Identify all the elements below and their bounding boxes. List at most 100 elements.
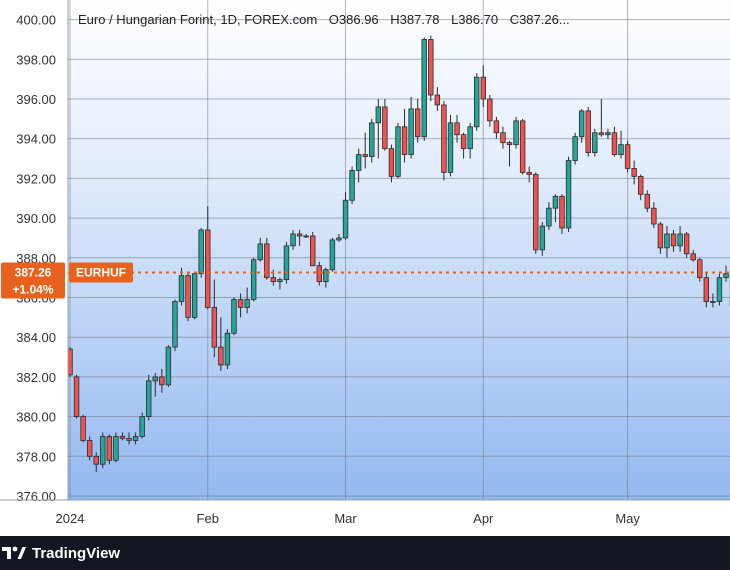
candle[interactable] [382, 99, 388, 151]
candle[interactable] [546, 202, 552, 231]
candle[interactable] [651, 202, 657, 229]
candle[interactable] [388, 144, 395, 183]
candle[interactable] [237, 293, 244, 318]
candle[interactable] [598, 99, 605, 137]
candle[interactable] [408, 97, 414, 159]
candle[interactable] [80, 414, 86, 443]
candle[interactable] [113, 432, 119, 463]
candle[interactable] [106, 434, 113, 465]
candle[interactable] [723, 265, 729, 282]
candle[interactable] [618, 130, 624, 159]
candle[interactable] [500, 126, 506, 149]
candle[interactable] [657, 222, 664, 254]
candle[interactable] [716, 273, 723, 306]
candle[interactable] [559, 194, 565, 234]
candle[interactable] [592, 128, 598, 157]
candle[interactable] [585, 106, 591, 157]
tradingview-logo-icon[interactable] [2, 545, 26, 561]
candle[interactable] [683, 231, 690, 258]
candle[interactable] [329, 237, 336, 272]
candle[interactable] [277, 277, 283, 290]
candle[interactable] [710, 293, 716, 308]
candle[interactable] [401, 108, 408, 163]
candle[interactable] [257, 237, 263, 262]
candle[interactable] [421, 37, 427, 141]
candle[interactable] [395, 122, 401, 179]
candle[interactable] [224, 329, 231, 369]
candle[interactable] [283, 241, 290, 284]
candle[interactable] [664, 226, 670, 258]
candle[interactable] [73, 374, 80, 419]
candle[interactable] [493, 116, 500, 139]
candle[interactable] [670, 230, 677, 252]
brand-name[interactable]: TradingView [32, 544, 121, 562]
candle[interactable] [447, 114, 454, 177]
candle[interactable] [474, 73, 480, 131]
candle[interactable] [159, 368, 165, 393]
time-axis[interactable]: 2024 Feb Mar Apr May [56, 511, 641, 526]
candle[interactable] [146, 374, 152, 421]
candle[interactable] [100, 432, 106, 469]
candle[interactable] [703, 271, 710, 308]
candle[interactable] [178, 267, 185, 306]
candle[interactable] [480, 65, 486, 107]
candle[interactable] [631, 160, 637, 185]
candle[interactable] [323, 267, 329, 288]
candle[interactable] [290, 230, 296, 250]
candle[interactable] [677, 226, 683, 252]
candle[interactable] [336, 233, 342, 242]
candle[interactable] [533, 172, 539, 254]
candle[interactable] [487, 95, 493, 127]
candle[interactable] [218, 317, 224, 371]
candle[interactable] [296, 230, 303, 246]
candle[interactable] [185, 271, 191, 322]
candle[interactable] [349, 166, 355, 205]
candle[interactable] [526, 166, 532, 183]
candle[interactable] [611, 126, 618, 157]
price-axis[interactable]: 376.00378.00380.00382.00384.00386.00388.… [16, 13, 56, 504]
candle[interactable] [191, 271, 198, 320]
candle[interactable] [198, 228, 204, 278]
candle[interactable] [441, 100, 447, 181]
candle[interactable] [369, 118, 375, 163]
candle[interactable] [303, 233, 309, 238]
candle[interactable] [434, 87, 441, 111]
candle[interactable] [552, 194, 559, 223]
candle[interactable] [152, 372, 158, 397]
candle[interactable] [126, 432, 132, 445]
candle[interactable] [572, 132, 578, 165]
candle[interactable] [690, 249, 696, 262]
candle[interactable] [172, 299, 178, 352]
candle[interactable] [638, 174, 644, 201]
candle[interactable] [362, 132, 368, 169]
candle[interactable] [460, 132, 467, 159]
candle[interactable] [316, 261, 322, 286]
candle[interactable] [119, 432, 126, 441]
candle[interactable] [644, 190, 650, 213]
candle[interactable] [231, 297, 237, 336]
candle[interactable] [513, 116, 519, 149]
candle[interactable] [428, 35, 434, 101]
candle[interactable] [697, 257, 703, 282]
candle[interactable] [519, 118, 526, 175]
candle[interactable] [565, 156, 572, 232]
candle[interactable] [355, 148, 362, 183]
candles[interactable] [67, 35, 730, 473]
candle[interactable] [414, 99, 421, 143]
candle[interactable] [605, 128, 611, 139]
candle[interactable] [205, 206, 211, 310]
candle[interactable] [454, 114, 460, 143]
candle[interactable] [250, 257, 257, 302]
candle[interactable] [342, 192, 349, 240]
candle[interactable] [211, 279, 218, 358]
candle[interactable] [86, 436, 93, 461]
candle[interactable] [539, 222, 546, 256]
candle[interactable] [578, 108, 585, 143]
candle[interactable] [165, 345, 172, 387]
candle[interactable] [310, 231, 316, 267]
candle[interactable] [624, 140, 631, 173]
candle[interactable] [467, 122, 473, 159]
candle[interactable] [132, 432, 139, 445]
candle[interactable] [375, 99, 382, 159]
candle[interactable] [506, 140, 513, 167]
